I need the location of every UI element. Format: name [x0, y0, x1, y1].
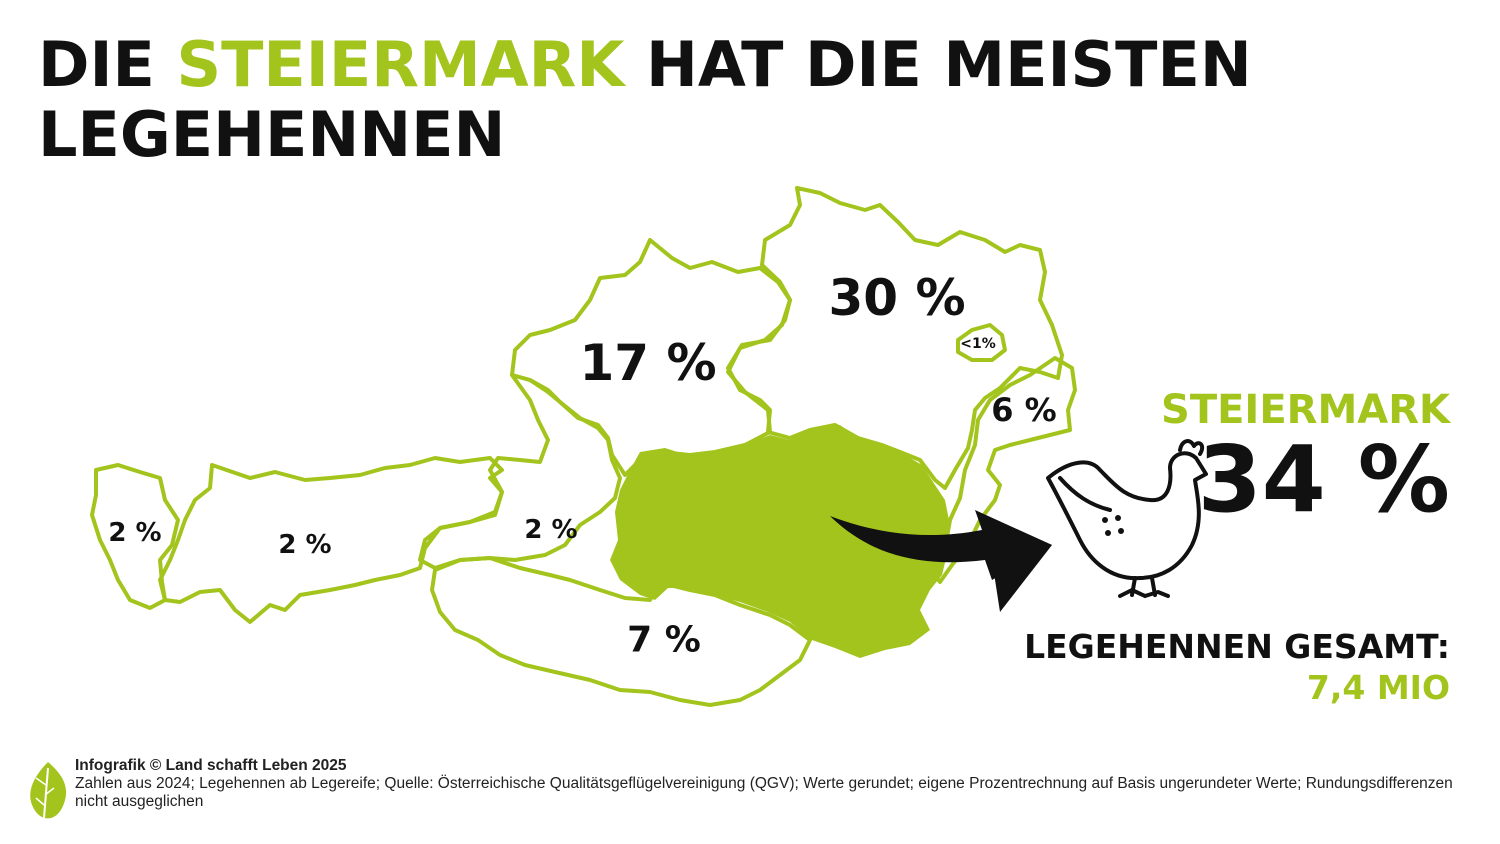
title-line2: LEGEHENNEN	[38, 98, 506, 171]
page-title: DIE STEIERMARK HAT DIE MEISTEN LEGEHENNE…	[38, 30, 1338, 170]
label-salzburg: 2 %	[524, 515, 578, 545]
region-kaernten	[430, 556, 812, 707]
arrow-icon	[830, 510, 1052, 612]
region-salzburg	[418, 373, 622, 570]
region-wien	[956, 323, 1007, 362]
label-vorarlberg: 2 %	[108, 518, 162, 548]
total-label: LEGEHENNEN GESAMT:	[1024, 627, 1450, 666]
title-part2: HAT DIE MEISTEN	[624, 28, 1252, 101]
highlight-region-name: STEIERMARK	[1161, 387, 1450, 433]
region-steiermark	[610, 425, 950, 658]
label-kaernten: 7 %	[627, 619, 701, 661]
total-value: 7,4 MIO	[1306, 668, 1450, 707]
footer-note: Zahlen aus 2024; Legehennen ab Legereife…	[75, 775, 1453, 810]
label-oberoesterreich: 17 %	[579, 334, 717, 392]
title-part1: DIE	[38, 28, 177, 101]
footer-credit: Infografik © Land schafft Leben 2025	[75, 757, 347, 774]
hen-icon	[1046, 439, 1208, 598]
leaf-logo-icon	[30, 762, 67, 819]
hen-dots	[1102, 515, 1124, 536]
highlight-value: 34 %	[1197, 426, 1450, 533]
title-highlight: STEIERMARK	[176, 28, 625, 101]
label-niederoesterreich: 30 %	[828, 269, 966, 327]
footer: Infografik © Land schafft Leben 2025 Zah…	[75, 757, 1455, 811]
label-tirol: 2 %	[278, 530, 332, 560]
region-vorarlberg	[90, 463, 180, 610]
label-burgenland: 6 %	[991, 391, 1057, 429]
label-wien: <1%	[960, 336, 996, 352]
